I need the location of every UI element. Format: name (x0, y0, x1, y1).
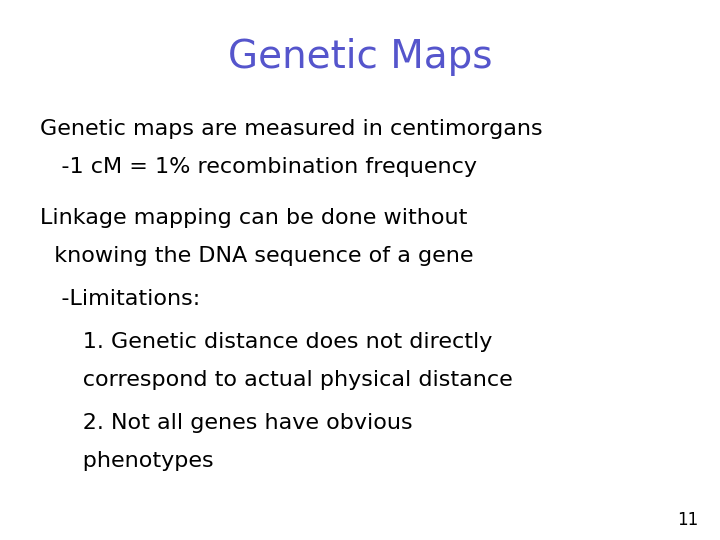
Text: Genetic Maps: Genetic Maps (228, 38, 492, 76)
Text: 1. Genetic distance does not directly: 1. Genetic distance does not directly (40, 332, 492, 352)
Text: 2. Not all genes have obvious: 2. Not all genes have obvious (40, 413, 413, 433)
Text: Genetic maps are measured in centimorgans: Genetic maps are measured in centimorgan… (40, 119, 542, 139)
Text: phenotypes: phenotypes (40, 451, 213, 471)
Text: correspond to actual physical distance: correspond to actual physical distance (40, 370, 513, 390)
Text: knowing the DNA sequence of a gene: knowing the DNA sequence of a gene (40, 246, 473, 266)
Text: -Limitations:: -Limitations: (40, 289, 200, 309)
Text: 11: 11 (677, 511, 698, 529)
Text: Linkage mapping can be done without: Linkage mapping can be done without (40, 208, 467, 228)
Text: -1 cM = 1% recombination frequency: -1 cM = 1% recombination frequency (40, 157, 477, 177)
